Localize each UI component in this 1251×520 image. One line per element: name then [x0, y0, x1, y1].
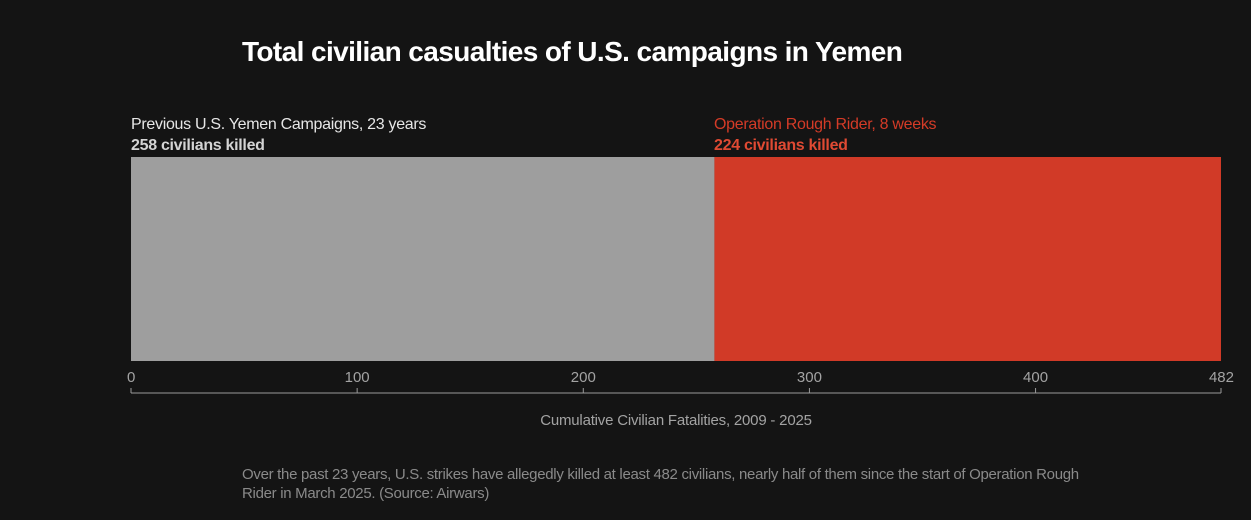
segment-label-previous: Previous U.S. Yemen Campaigns, 23 years … — [131, 114, 426, 156]
segment-name-previous: Previous U.S. Yemen Campaigns, 23 years — [131, 116, 427, 133]
x-axis-label: Cumulative Civilian Fatalities, 2009 - 2… — [540, 412, 812, 429]
x-tick-label: 400 — [1023, 369, 1048, 386]
x-tick-label: 300 — [797, 369, 822, 386]
segment-value-rough-rider: 224 civilians killed — [714, 137, 848, 154]
segment-name-rough-rider: Operation Rough Rider, 8 weeks — [714, 116, 937, 133]
bar-segment-rough-rider — [714, 157, 1221, 361]
chart-caption: Over the past 23 years, U.S. strikes hav… — [242, 466, 1079, 502]
chart-title: Total civilian casualties of U.S. campai… — [242, 36, 903, 67]
bar-segment-previous — [131, 157, 715, 361]
x-tick-label: 482 — [1209, 369, 1234, 386]
x-tick-label: 200 — [571, 369, 596, 386]
x-tick-label: 100 — [345, 369, 370, 386]
segment-value-previous: 258 civilians killed — [131, 137, 265, 154]
segment-label-rough-rider: Operation Rough Rider, 8 weeks 224 civil… — [714, 114, 937, 156]
x-tick-label: 0 — [127, 369, 135, 386]
